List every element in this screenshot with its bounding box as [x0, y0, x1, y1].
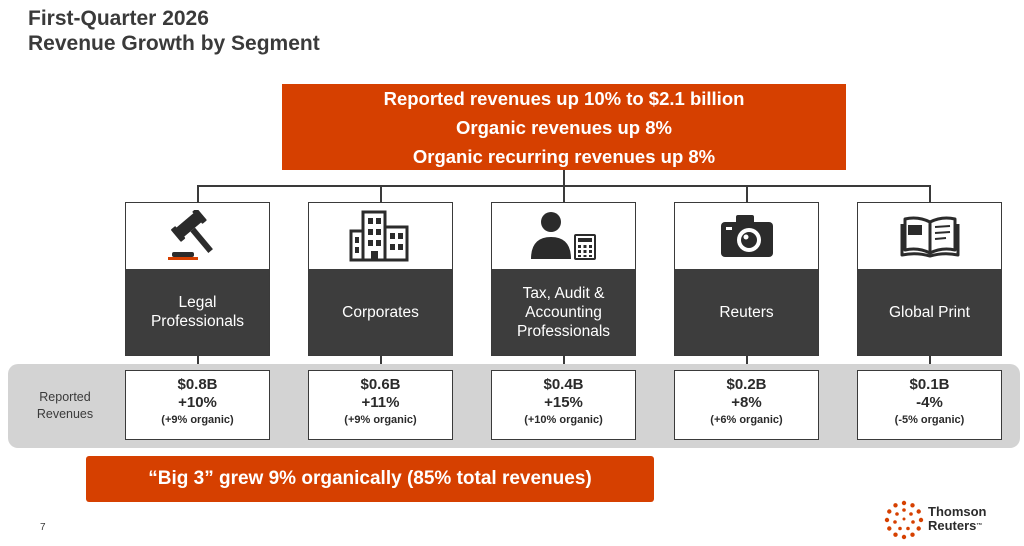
revenue-box-global-print: $0.1B -4% (-5% organic) — [857, 370, 1002, 440]
revenue-amount: $0.8B — [177, 376, 218, 393]
organic-growth: (+9% organic) — [344, 414, 417, 426]
organic-growth: (+10% organic) — [524, 414, 603, 426]
revenue-box-legal: $0.8B +10% (+9% organic) — [125, 370, 270, 440]
logo-wordmark: Thomson Reuters™ — [928, 505, 987, 533]
trademark-symbol: ™ — [976, 523, 983, 529]
organic-growth: (-5% organic) — [894, 414, 965, 426]
revenue-growth: +8% — [731, 394, 762, 411]
summary-line-3: Organic recurring revenues up 8% — [412, 145, 716, 167]
connector-rev-4 — [746, 356, 748, 370]
connector-rev-1 — [197, 356, 199, 370]
revenue-amount: $0.2B — [726, 376, 767, 393]
segment-label-reuters: Reuters — [675, 269, 818, 355]
office-building-icon — [349, 210, 408, 262]
connector-rev-2 — [380, 356, 382, 370]
connector-trunk — [563, 170, 565, 186]
revenue-amount: $0.6B — [360, 376, 401, 393]
connector-drop-3 — [563, 185, 565, 203]
segment-global-print: Global Print — [857, 202, 1002, 356]
gavel-icon — [167, 210, 213, 260]
segment-legal: Legal Professionals — [125, 202, 270, 356]
big3-callout: “Big 3” grew 9% organically (85% total r… — [86, 456, 654, 502]
segment-tax-audit: Tax, Audit & Accounting Professionals — [491, 202, 636, 356]
thomson-reuters-logo-icon — [884, 500, 924, 540]
revenue-growth: +15% — [544, 394, 583, 411]
segment-corporates: Corporates — [308, 202, 453, 356]
revenue-box-corporates: $0.6B +11% (+9% organic) — [308, 370, 453, 440]
connector-drop-2 — [380, 185, 382, 203]
organic-growth: (+9% organic) — [161, 414, 234, 426]
connector-drop-1 — [197, 185, 199, 203]
segment-reuters: Reuters — [674, 202, 819, 356]
connector-drop-5 — [929, 185, 931, 203]
segment-label-corporates: Corporates — [309, 269, 452, 355]
revenue-growth: +11% — [361, 394, 400, 411]
summary-line-2: Organic revenues up 8% — [456, 116, 672, 138]
connector-drop-4 — [746, 185, 748, 203]
reported-revenues-label: Reported Revenues — [36, 390, 94, 421]
revenue-growth: +10% — [178, 394, 217, 411]
organic-growth: (+6% organic) — [710, 414, 783, 426]
summary-box: Reported revenues up 10% to $2.1 billion… — [282, 84, 846, 170]
segment-label-tax-audit: Tax, Audit & Accounting Professionals — [492, 269, 635, 355]
revenue-box-tax-audit: $0.4B +15% (+10% organic) — [491, 370, 636, 440]
revenue-growth: -4% — [916, 394, 943, 411]
logo-line-1: Thomson — [928, 504, 987, 519]
person-calculator-icon — [530, 212, 596, 260]
page-number: 7 — [40, 522, 46, 533]
segment-label-legal: Legal Professionals — [126, 269, 269, 355]
logo-line-2: Reuters — [928, 518, 977, 533]
connector-rev-3 — [563, 356, 565, 370]
revenue-box-reuters: $0.2B +8% (+6% organic) — [674, 370, 819, 440]
title-line-2: Revenue Growth by Segment — [28, 32, 320, 55]
slide-title: First-Quarter 2026 Revenue Growth by Seg… — [28, 6, 320, 56]
connector-rev-5 — [929, 356, 931, 370]
summary-line-1: Reported revenues up 10% to $2.1 billion — [383, 87, 745, 109]
open-book-icon — [900, 216, 959, 258]
title-line-1: First-Quarter 2026 — [28, 7, 209, 30]
camera-icon — [720, 215, 773, 257]
segment-label-global-print: Global Print — [858, 269, 1001, 355]
revenue-amount: $0.4B — [543, 376, 584, 393]
revenue-amount: $0.1B — [909, 376, 950, 393]
